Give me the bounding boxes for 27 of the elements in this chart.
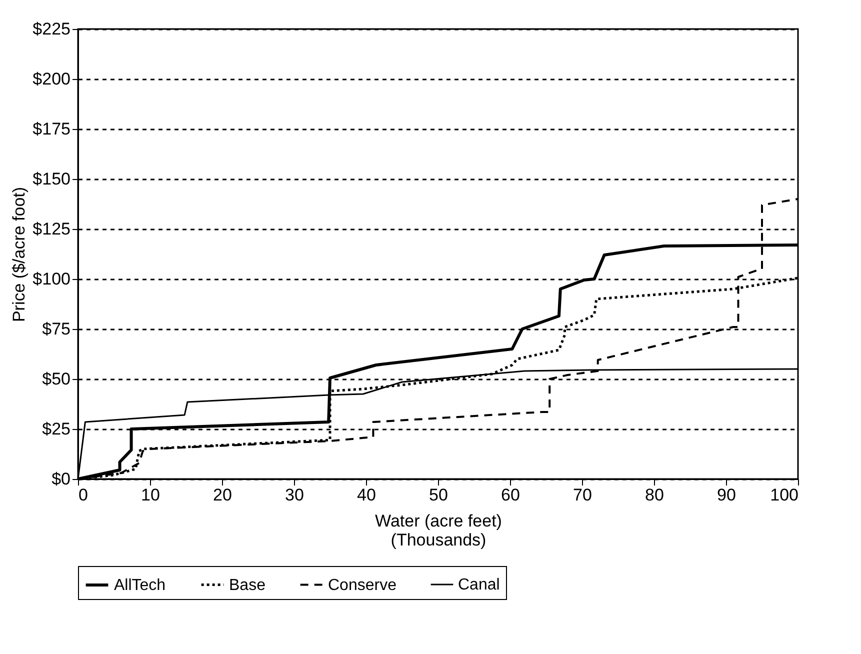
x-tick-label: 70 bbox=[573, 486, 592, 504]
y-tick-label: $150 bbox=[32, 170, 70, 188]
y-tick-label: $25 bbox=[42, 420, 70, 438]
y-tick-label: $200 bbox=[32, 70, 70, 88]
x-tick-label: 80 bbox=[645, 486, 664, 504]
y-tick-label: $125 bbox=[32, 220, 70, 238]
x-tick-label: 90 bbox=[717, 486, 736, 504]
x-tick-label: 60 bbox=[501, 486, 520, 504]
x-tick-label: 40 bbox=[357, 486, 376, 504]
legend-label: AllTech bbox=[114, 577, 166, 594]
x-tick-label: 100 bbox=[770, 486, 798, 504]
y-axis-title: Price ($/acre foot) bbox=[10, 186, 29, 322]
legend-label: Base bbox=[229, 576, 266, 594]
y-tick-label: $225 bbox=[32, 20, 70, 38]
x-tick-label: 20 bbox=[213, 486, 232, 504]
y-tick-label: $100 bbox=[32, 270, 70, 288]
x-tick-label: 0 bbox=[78, 486, 88, 504]
y-tick-label: $50 bbox=[42, 370, 70, 388]
y-tick-label: $175 bbox=[32, 120, 70, 138]
x-tick-label: 10 bbox=[141, 486, 160, 504]
y-tick-label: $75 bbox=[42, 320, 70, 338]
x-axis-title: Water (acre feet) (Thousands) bbox=[375, 512, 502, 550]
legend-label: Canal bbox=[458, 576, 500, 594]
x-tick-label: 50 bbox=[429, 486, 448, 504]
legend-label: Conserve bbox=[328, 576, 397, 594]
x-tick-label: 30 bbox=[285, 486, 304, 504]
y-tick-label: $0 bbox=[52, 470, 70, 488]
